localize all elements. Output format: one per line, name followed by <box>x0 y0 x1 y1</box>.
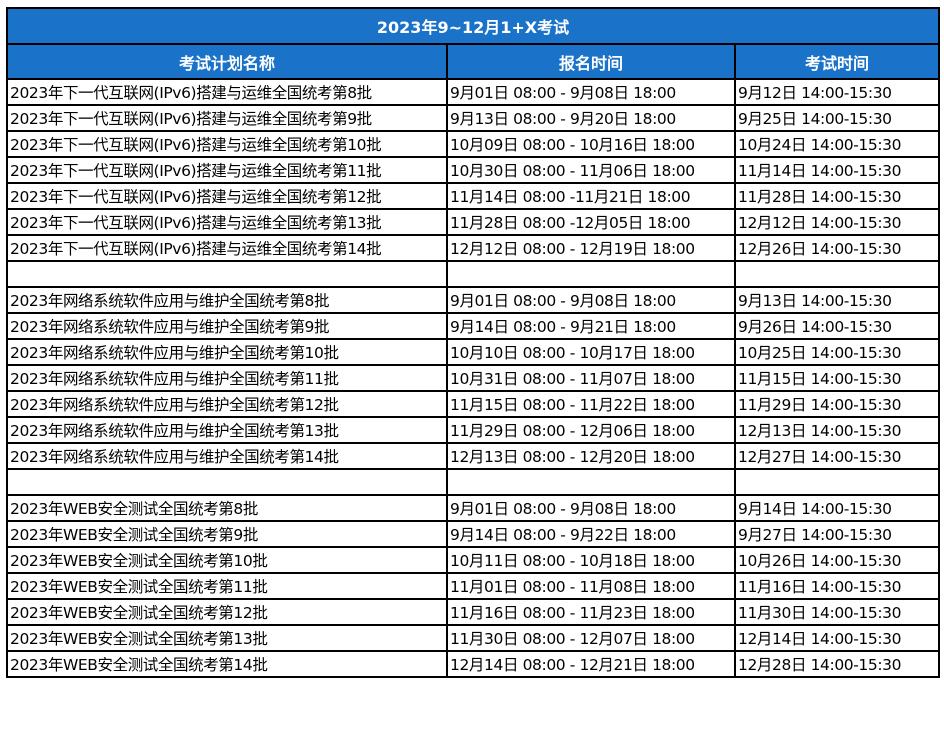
table-row: 2023年WEB安全测试全国统考第8批 9月01日 08:00 - 9月08日 1… <box>6 494 941 522</box>
cell-exam-time: 11月15日 14:00-15:30 <box>733 364 941 392</box>
cell-exam-time: 12月28日 14:00-15:30 <box>733 650 941 678</box>
cell-exam-time: 12月26日 14:00-15:30 <box>733 234 941 262</box>
cell-registration-time: 10月10日 08:00 - 10月17日 18:00 <box>446 338 736 366</box>
cell-exam-time: 12月12日 14:00-15:30 <box>733 208 941 236</box>
cell-exam-name: 2023年WEB安全测试全国统考第11批 <box>6 572 448 600</box>
cell-exam-name: 2023年下一代互联网(IPv6)搭建与运维全国统考第14批 <box>6 234 448 262</box>
cell-registration-time: 12月13日 08:00 - 12月20日 18:00 <box>446 442 736 470</box>
header-exam-time: 考试时间 <box>733 43 941 80</box>
table-row: 2023年WEB安全测试全国统考第14批 12月14日 08:00 - 12月21… <box>6 650 941 678</box>
cell-registration-time: 10月09日 08:00 - 10月16日 18:00 <box>446 130 736 158</box>
cell-exam-time: 9月26日 14:00-15:30 <box>733 312 941 340</box>
cell-exam-name: 2023年下一代互联网(IPv6)搭建与运维全国统考第11批 <box>6 156 448 184</box>
cell-registration-time: 11月30日 08:00 - 12月07日 18:00 <box>446 624 736 652</box>
cell-registration-time: 9月01日 08:00 - 9月08日 18:00 <box>446 78 736 106</box>
cell-exam-name <box>6 260 448 288</box>
cell-exam-time: 12月13日 14:00-15:30 <box>733 416 941 444</box>
cell-exam-name: 2023年下一代互联网(IPv6)搭建与运维全国统考第10批 <box>6 130 448 158</box>
cell-registration-time: 11月15日 08:00 - 11月22日 18:00 <box>446 390 736 418</box>
cell-registration-time: 9月01日 08:00 - 9月08日 18:00 <box>446 286 736 314</box>
header-registration-time: 报名时间 <box>446 43 736 80</box>
cell-exam-name: 2023年下一代互联网(IPv6)搭建与运维全国统考第8批 <box>6 78 448 106</box>
cell-registration-time: 10月11日 08:00 - 10月18日 18:00 <box>446 546 736 574</box>
cell-exam-name: 2023年WEB安全测试全国统考第12批 <box>6 598 448 626</box>
cell-registration-time: 11月16日 08:00 - 11月23日 18:00 <box>446 598 736 626</box>
table-row: 2023年网络系统软件应用与维护全国统考第8批 9月01日 08:00 - 9月0… <box>6 286 941 314</box>
cell-exam-name: 2023年WEB安全测试全国统考第13批 <box>6 624 448 652</box>
cell-exam-name: 2023年网络系统软件应用与维护全国统考第8批 <box>6 286 448 314</box>
cell-exam-time: 11月14日 14:00-15:30 <box>733 156 941 184</box>
header-exam-name: 考试计划名称 <box>6 43 448 80</box>
cell-exam-name: 2023年网络系统软件应用与维护全国统考第13批 <box>6 416 448 444</box>
cell-exam-name: 2023年网络系统软件应用与维护全国统考第10批 <box>6 338 448 366</box>
table-row: 2023年网络系统软件应用与维护全国统考第12批 11月15日 08:00 - 1… <box>6 390 941 418</box>
cell-registration-time: 12月14日 08:00 - 12月21日 18:00 <box>446 650 736 678</box>
cell-registration-time <box>446 260 736 288</box>
table-row: 2023年网络系统软件应用与维护全国统考第14批 12月13日 08:00 - 1… <box>6 442 941 470</box>
table-row: 2023年WEB安全测试全国统考第12批 11月16日 08:00 - 11月23… <box>6 598 941 626</box>
table-row: 2023年下一代互联网(IPv6)搭建与运维全国统考第9批 9月13日 08:00… <box>6 104 941 132</box>
table-row: 2023年下一代互联网(IPv6)搭建与运维全国统考第8批 9月01日 08:00… <box>6 78 941 106</box>
cell-registration-time: 9月13日 08:00 - 9月20日 18:00 <box>446 104 736 132</box>
cell-registration-time: 9月14日 08:00 - 9月21日 18:00 <box>446 312 736 340</box>
cell-registration-time: 11月28日 08:00 -12月05日 18:00 <box>446 208 736 236</box>
cell-exam-time: 9月12日 14:00-15:30 <box>733 78 941 106</box>
table-row: 2023年WEB安全测试全国统考第13批 11月30日 08:00 - 12月07… <box>6 624 941 652</box>
cell-exam-time <box>733 260 941 288</box>
cell-registration-time: 12月12日 08:00 - 12月19日 18:00 <box>446 234 736 262</box>
cell-exam-time <box>733 468 941 496</box>
cell-registration-time: 9月14日 08:00 - 9月22日 18:00 <box>446 520 736 548</box>
spacer-row <box>6 260 941 288</box>
cell-exam-time: 12月14日 14:00-15:30 <box>733 624 941 652</box>
cell-exam-name: 2023年网络系统软件应用与维护全国统考第11批 <box>6 364 448 392</box>
cell-exam-name: 2023年网络系统软件应用与维护全国统考第9批 <box>6 312 448 340</box>
table-row: 2023年下一代互联网(IPv6)搭建与运维全国统考第13批 11月28日 08:… <box>6 208 941 236</box>
cell-registration-time: 11月29日 08:00 - 12月06日 18:00 <box>446 416 736 444</box>
cell-exam-name <box>6 468 448 496</box>
cell-exam-time: 10月26日 14:00-15:30 <box>733 546 941 574</box>
cell-exam-time: 11月30日 14:00-15:30 <box>733 598 941 626</box>
cell-exam-name: 2023年下一代互联网(IPv6)搭建与运维全国统考第13批 <box>6 208 448 236</box>
exam-schedule-table: 2023年9~12月1+X考试 考试计划名称 报名时间 考试时间 2023年下一… <box>5 7 941 678</box>
table-row: 2023年WEB安全测试全国统考第11批 11月01日 08:00 - 11月08… <box>6 572 941 600</box>
cell-exam-time: 10月25日 14:00-15:30 <box>733 338 941 366</box>
cell-exam-name: 2023年下一代互联网(IPv6)搭建与运维全国统考第12批 <box>6 182 448 210</box>
cell-registration-time: 9月01日 08:00 - 9月08日 18:00 <box>446 494 736 522</box>
cell-exam-time: 11月16日 14:00-15:30 <box>733 572 941 600</box>
cell-registration-time: 11月14日 08:00 -11月21日 18:00 <box>446 182 736 210</box>
table-row: 2023年WEB安全测试全国统考第10批 10月11日 08:00 - 10月18… <box>6 546 941 574</box>
cell-exam-name: 2023年WEB安全测试全国统考第14批 <box>6 650 448 678</box>
cell-exam-time: 9月27日 14:00-15:30 <box>733 520 941 548</box>
cell-exam-name: 2023年WEB安全测试全国统考第10批 <box>6 546 448 574</box>
table-row: 2023年WEB安全测试全国统考第9批 9月14日 08:00 - 9月22日 1… <box>6 520 941 548</box>
cell-registration-time: 10月31日 08:00 - 11月07日 18:00 <box>446 364 736 392</box>
cell-exam-name: 2023年网络系统软件应用与维护全国统考第14批 <box>6 442 448 470</box>
cell-exam-time: 10月24日 14:00-15:30 <box>733 130 941 158</box>
cell-exam-time: 11月29日 14:00-15:30 <box>733 390 941 418</box>
table-row: 2023年下一代互联网(IPv6)搭建与运维全国统考第11批 10月30日 08:… <box>6 156 941 184</box>
table-row: 2023年下一代互联网(IPv6)搭建与运维全国统考第12批 11月14日 08:… <box>6 182 941 210</box>
cell-registration-time <box>446 468 736 496</box>
table-row: 2023年网络系统软件应用与维护全国统考第10批 10月10日 08:00 - 1… <box>6 338 941 366</box>
cell-exam-name: 2023年WEB安全测试全国统考第8批 <box>6 494 448 522</box>
spacer-row <box>6 468 941 496</box>
cell-exam-time: 9月25日 14:00-15:30 <box>733 104 941 132</box>
cell-exam-name: 2023年下一代互联网(IPv6)搭建与运维全国统考第9批 <box>6 104 448 132</box>
cell-exam-name: 2023年网络系统软件应用与维护全国统考第12批 <box>6 390 448 418</box>
cell-registration-time: 11月01日 08:00 - 11月08日 18:00 <box>446 572 736 600</box>
cell-exam-time: 9月13日 14:00-15:30 <box>733 286 941 314</box>
cell-registration-time: 10月30日 08:00 - 11月06日 18:00 <box>446 156 736 184</box>
table-row: 2023年下一代互联网(IPv6)搭建与运维全国统考第14批 12月12日 08:… <box>6 234 941 262</box>
cell-exam-time: 11月28日 14:00-15:30 <box>733 182 941 210</box>
cell-exam-time: 9月14日 14:00-15:30 <box>733 494 941 522</box>
cell-exam-name: 2023年WEB安全测试全国统考第9批 <box>6 520 448 548</box>
table-row: 2023年网络系统软件应用与维护全国统考第9批 9月14日 08:00 - 9月2… <box>6 312 941 340</box>
table-row: 2023年下一代互联网(IPv6)搭建与运维全国统考第10批 10月09日 08:… <box>6 130 941 158</box>
table-row: 2023年网络系统软件应用与维护全国统考第13批 11月29日 08:00 - 1… <box>6 416 941 444</box>
table-title: 2023年9~12月1+X考试 <box>5 7 941 45</box>
cell-exam-time: 12月27日 14:00-15:30 <box>733 442 941 470</box>
table-row: 2023年网络系统软件应用与维护全国统考第11批 10月31日 08:00 - 1… <box>6 364 941 392</box>
